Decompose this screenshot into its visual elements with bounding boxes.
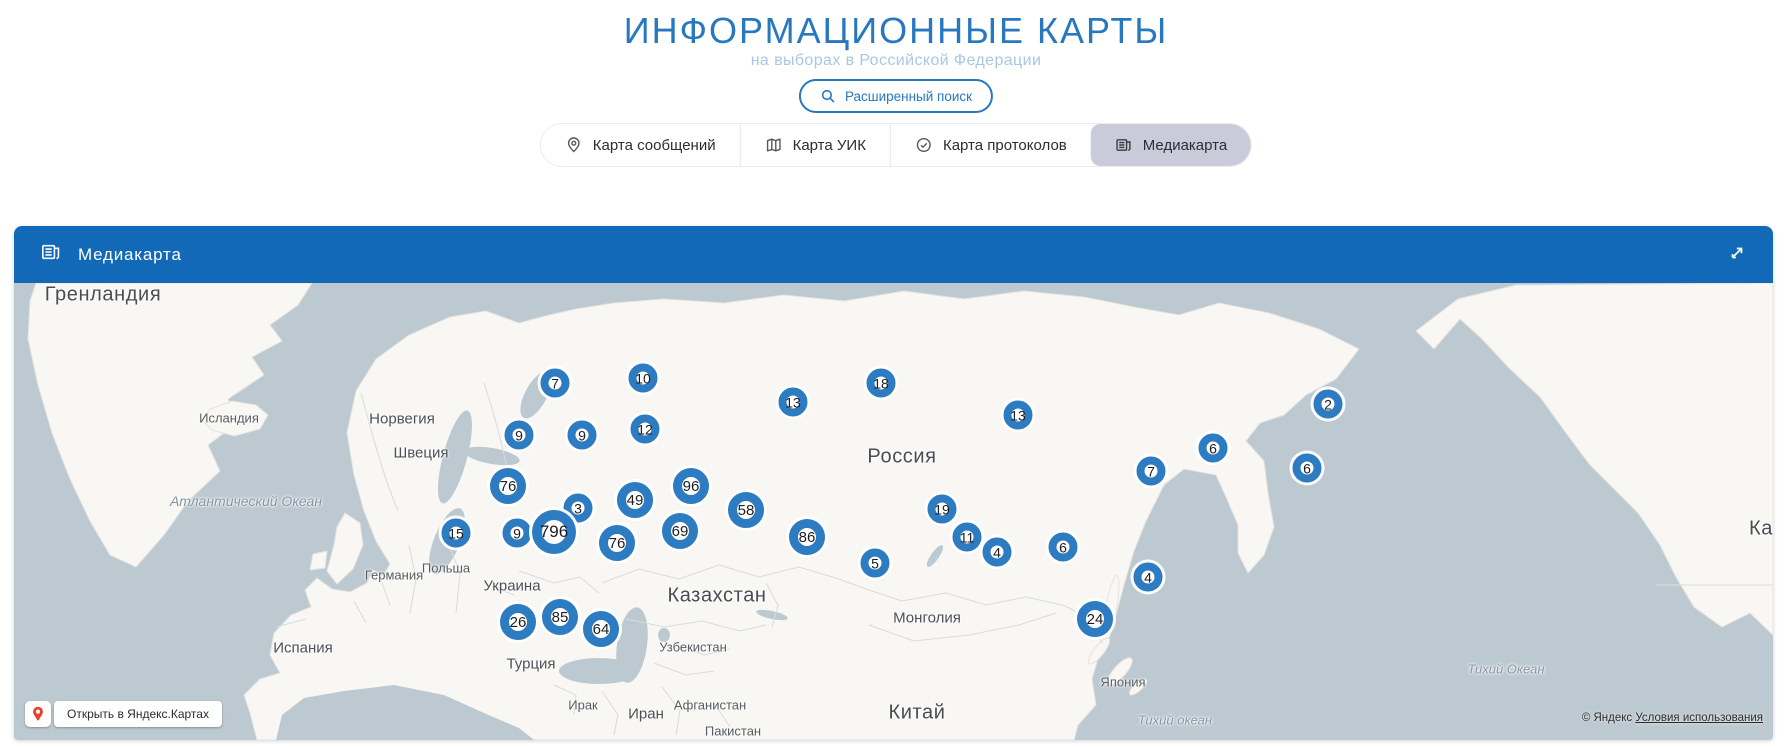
map-canvas[interactable] [14, 283, 1773, 740]
map-header-bar: Медиакарта [14, 226, 1773, 283]
map-cluster[interactable]: 7 [1136, 456, 1166, 486]
caspian-sea [616, 607, 648, 683]
mediterranean-sea [276, 685, 534, 740]
map-cluster[interactable]: 10 [628, 363, 658, 393]
map-cluster[interactable]: 26 [500, 604, 536, 640]
map-cluster[interactable]: 796 [532, 510, 576, 554]
map-cluster[interactable]: 6 [1292, 453, 1322, 483]
advanced-search-label: Расширенный поиск [844, 88, 973, 104]
land-iceland [201, 400, 269, 437]
tab-label: Медиакарта [1142, 136, 1228, 154]
land-uk [326, 512, 364, 585]
expand-arrow-icon [1727, 247, 1747, 266]
land-ireland [309, 550, 328, 571]
tab-label: Карта сообщений [592, 136, 716, 154]
map-cluster[interactable]: 4 [982, 537, 1012, 567]
tab-protocols-map[interactable]: Карта протоколов [889, 124, 1091, 166]
map-cluster[interactable]: 18 [866, 368, 896, 398]
pin-icon [565, 136, 583, 154]
yandex-maps-pin-icon [25, 701, 51, 727]
map-cluster[interactable]: 64 [583, 611, 619, 647]
map-cluster[interactable]: 58 [728, 492, 764, 528]
open-in-yandex-maps-label: Открыть в Яндекс.Картах [54, 701, 222, 727]
terms-of-use-link[interactable]: Условия использования [1635, 712, 1763, 724]
land-japan [1128, 678, 1148, 696]
map-cluster[interactable]: 13 [1003, 400, 1033, 430]
map-cluster[interactable]: 76 [599, 525, 635, 561]
page-subtitle: на выборах в Российской Федерации [750, 52, 1042, 69]
map-cluster[interactable]: 6 [1198, 433, 1228, 463]
map-cluster[interactable]: 49 [617, 482, 653, 518]
country-borders [275, 382, 1773, 736]
map-cluster[interactable]: 85 [542, 599, 578, 635]
open-in-yandex-maps-button[interactable]: Открыть в Яндекс.Картах [25, 701, 222, 727]
map-cluster[interactable]: 9 [502, 518, 532, 548]
map-cluster[interactable]: 9 [504, 420, 534, 450]
map-cluster[interactable]: 13 [778, 387, 808, 417]
tab-uik-map[interactable]: Карта УИК [739, 124, 890, 166]
tab-messages-map[interactable]: Карта сообщений [541, 124, 740, 166]
map-cluster[interactable]: 19 [927, 494, 957, 524]
search-icon [820, 88, 836, 104]
aral-sea [658, 628, 670, 642]
media-map-card: Медиакарта [14, 226, 1773, 740]
expand-map-button[interactable] [1723, 239, 1751, 270]
map-cluster[interactable]: 76 [490, 468, 526, 504]
map-cluster[interactable]: 69 [662, 513, 698, 549]
page-title: ИНФОРМАЦИОННЫЕ КАРТЫ [623, 10, 1169, 51]
map-cluster[interactable]: 7 [540, 368, 570, 398]
map-cluster[interactable]: 6 [1048, 532, 1078, 562]
check-circle-icon [915, 136, 933, 154]
map-cluster[interactable]: 24 [1077, 601, 1113, 637]
map-cluster[interactable]: 2 [1313, 389, 1343, 419]
map-cluster[interactable]: 5 [860, 548, 890, 578]
tab-label: Карта протоколов [942, 136, 1067, 154]
map-cluster[interactable]: 4 [1133, 562, 1163, 592]
sea-bothnia [438, 410, 472, 504]
land-north-america [1415, 283, 1773, 636]
tab-label: Карта УИК [792, 136, 866, 154]
newspaper-icon [1115, 136, 1133, 154]
land-greenland [27, 283, 313, 568]
map-icon [765, 136, 783, 154]
map-cluster[interactable]: 12 [630, 414, 660, 444]
land-japan [1087, 637, 1111, 665]
lake-balkhash [756, 609, 788, 621]
newspaper-icon [40, 241, 62, 268]
map-attribution: © Яндекс Условия использования [1582, 712, 1763, 724]
map-cluster[interactable]: 96 [673, 468, 709, 504]
map-panel-title: Медиакарта [78, 244, 182, 264]
tab-media-map[interactable]: Медиакарта [1090, 124, 1252, 166]
land-japan [1107, 657, 1133, 685]
map-cluster[interactable]: 9 [567, 420, 597, 450]
map-cluster[interactable]: 86 [789, 519, 825, 555]
map-cluster[interactable]: 15 [441, 518, 471, 548]
map-cluster[interactable]: 11 [952, 522, 982, 552]
map-type-tabbar: Карта сообщений Карта УИК Карта протокол… [539, 123, 1253, 167]
lake-baikal [926, 545, 944, 567]
map-area[interactable]: Открыть в Яндекс.Картах © Яндекс Условия… [14, 283, 1773, 740]
copyright-text: © Яндекс [1581, 712, 1633, 724]
advanced-search-button[interactable]: Расширенный поиск [798, 79, 994, 113]
